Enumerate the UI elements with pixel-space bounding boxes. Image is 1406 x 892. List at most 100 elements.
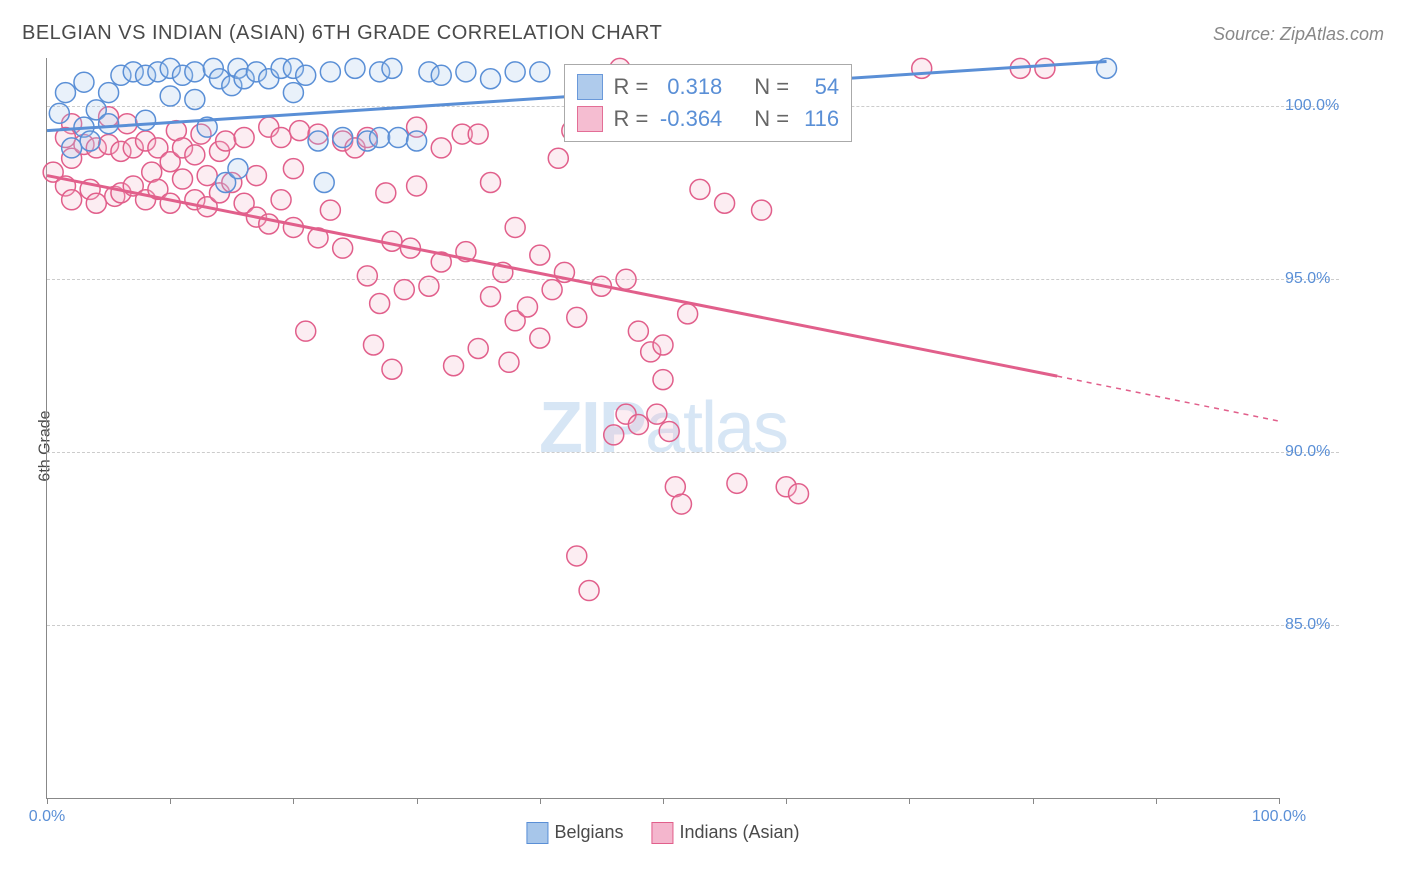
stats-n-label: N = xyxy=(754,74,789,100)
stats-r-value: -0.364 xyxy=(658,106,722,132)
data-point xyxy=(283,159,303,179)
data-point xyxy=(505,217,525,237)
data-point xyxy=(160,193,180,213)
data-point xyxy=(653,370,673,390)
data-point xyxy=(431,65,451,85)
stats-r-value: 0.318 xyxy=(658,74,722,100)
y-tick-label: 95.0% xyxy=(1285,270,1357,288)
data-point xyxy=(296,321,316,341)
data-point xyxy=(517,297,537,317)
data-point xyxy=(55,83,75,103)
x-tick xyxy=(909,798,910,804)
bottom-legend: Belgians Indians (Asian) xyxy=(526,822,799,844)
data-point xyxy=(481,172,501,192)
data-point xyxy=(136,110,156,130)
stats-r-label: R = xyxy=(613,106,648,132)
data-point xyxy=(80,131,100,151)
data-point xyxy=(388,128,408,148)
data-point xyxy=(567,307,587,327)
legend-label: Indians (Asian) xyxy=(679,822,799,842)
x-tick-label: 100.0% xyxy=(1252,808,1306,826)
data-point xyxy=(407,176,427,196)
data-point xyxy=(647,404,667,424)
data-point xyxy=(382,359,402,379)
data-point xyxy=(173,169,193,189)
data-point xyxy=(727,473,747,493)
data-point xyxy=(333,128,353,148)
data-point xyxy=(308,131,328,151)
legend-swatch xyxy=(577,74,603,100)
data-point xyxy=(678,304,698,324)
data-point xyxy=(419,276,439,296)
data-point xyxy=(185,145,205,165)
chart-area: ZIPatlas 85.0%90.0%95.0%100.0% 0.0%100.0… xyxy=(46,58,1279,799)
data-point xyxy=(431,138,451,158)
x-tick-label: 0.0% xyxy=(29,808,65,826)
stats-n-value: 116 xyxy=(799,106,839,132)
data-point xyxy=(345,58,365,78)
data-point xyxy=(363,335,383,355)
data-point xyxy=(530,245,550,265)
data-point xyxy=(376,183,396,203)
data-point xyxy=(320,200,340,220)
data-point xyxy=(481,287,501,307)
data-point xyxy=(715,193,735,213)
data-point xyxy=(394,280,414,300)
stats-r-label: R = xyxy=(613,74,648,100)
data-point xyxy=(271,190,291,210)
data-point xyxy=(283,83,303,103)
data-point xyxy=(628,321,648,341)
data-point xyxy=(499,352,519,372)
data-point xyxy=(99,83,119,103)
data-point xyxy=(542,280,562,300)
data-point xyxy=(160,86,180,106)
data-point xyxy=(530,62,550,82)
stats-n-label: N = xyxy=(754,106,789,132)
data-point xyxy=(185,62,205,82)
data-point xyxy=(752,200,772,220)
data-point xyxy=(296,65,316,85)
data-point xyxy=(1035,58,1055,78)
data-point xyxy=(86,193,106,213)
data-point xyxy=(228,159,248,179)
stats-n-value: 54 xyxy=(799,74,839,100)
data-point xyxy=(616,269,636,289)
x-tick xyxy=(1156,798,1157,804)
data-point xyxy=(333,238,353,258)
x-tick xyxy=(540,798,541,804)
data-point xyxy=(370,294,390,314)
legend-item: Belgians xyxy=(526,822,623,844)
data-point xyxy=(604,425,624,445)
data-point xyxy=(62,138,82,158)
data-point xyxy=(246,166,266,186)
data-point xyxy=(567,546,587,566)
trend-line-dashed xyxy=(1057,376,1279,421)
data-point xyxy=(653,335,673,355)
source-label: Source: ZipAtlas.com xyxy=(1213,24,1384,45)
data-point xyxy=(216,131,236,151)
trend-line xyxy=(47,176,1057,377)
data-point xyxy=(659,421,679,441)
data-point xyxy=(197,166,217,186)
stats-row: R = -0.364 N = 116 xyxy=(577,103,839,135)
data-point xyxy=(628,415,648,435)
data-point xyxy=(444,356,464,376)
data-point xyxy=(690,179,710,199)
data-point xyxy=(283,217,303,237)
data-point xyxy=(234,128,254,148)
data-point xyxy=(548,148,568,168)
data-point xyxy=(505,62,525,82)
x-tick xyxy=(786,798,787,804)
legend-label: Belgians xyxy=(554,822,623,842)
data-point xyxy=(671,494,691,514)
scatter-plot xyxy=(47,58,1279,798)
data-point xyxy=(49,103,69,123)
legend-swatch xyxy=(526,822,548,844)
data-point xyxy=(370,128,390,148)
y-tick-label: 85.0% xyxy=(1285,616,1357,634)
x-tick xyxy=(417,798,418,804)
y-tick-label: 100.0% xyxy=(1285,97,1357,115)
x-tick xyxy=(47,798,48,804)
data-point xyxy=(579,581,599,601)
x-tick xyxy=(1279,798,1280,804)
